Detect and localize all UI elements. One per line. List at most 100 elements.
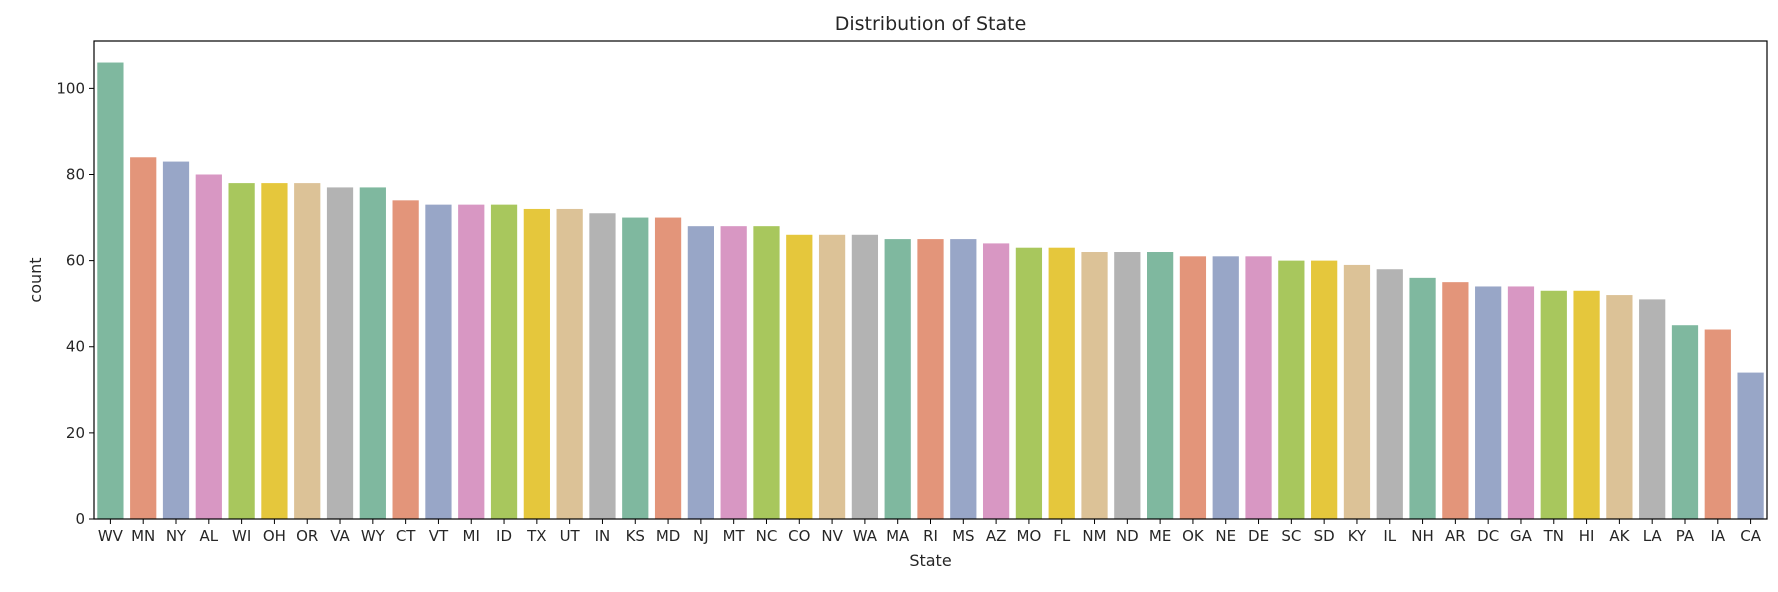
- bar-ri: [917, 239, 944, 519]
- x-tick-label: KS: [626, 527, 645, 545]
- x-tick-label: VA: [330, 527, 350, 545]
- bar-in: [589, 213, 616, 519]
- bar-me: [1147, 252, 1174, 519]
- x-axis-label: State: [909, 551, 951, 570]
- bar-mt: [720, 226, 747, 519]
- bars-group: [97, 62, 1764, 520]
- x-tick-label: AZ: [986, 527, 1007, 545]
- x-tick-label: OH: [263, 527, 286, 545]
- bar-id: [490, 204, 518, 519]
- bar-az: [982, 243, 1010, 519]
- x-tick-label: MD: [656, 527, 681, 545]
- x-tick-label: MN: [131, 527, 155, 545]
- y-tick-label: 80: [66, 165, 85, 183]
- x-tick-label: MS: [952, 527, 974, 545]
- bar-mo: [1015, 247, 1043, 519]
- bar-dc: [1475, 286, 1502, 519]
- bar-la: [1639, 299, 1666, 519]
- bar-de: [1245, 256, 1272, 519]
- y-tick-label: 0: [75, 510, 85, 528]
- x-tick-label: NY: [166, 527, 187, 545]
- x-tick-label: HI: [1579, 527, 1595, 545]
- x-axis: WV MN NY AL WI OH OR VA WY CT VT MI ID TX UT IN KS MD NJ MT…: [98, 519, 1762, 545]
- x-tick-label: DC: [1477, 527, 1499, 545]
- bar-nc: [753, 226, 780, 519]
- bar-mn: [130, 157, 157, 519]
- x-tick-label: IN: [595, 527, 611, 545]
- bar-ne: [1212, 256, 1239, 519]
- x-tick-label: CT: [396, 527, 416, 545]
- chart-title: Distribution of State: [835, 13, 1027, 35]
- bar-vt: [425, 204, 452, 519]
- x-tick-label: NE: [1215, 527, 1236, 545]
- bar-nh: [1409, 277, 1436, 519]
- x-tick-label: NV: [821, 527, 843, 545]
- bar-ar: [1442, 282, 1469, 519]
- y-tick-label: 40: [66, 338, 85, 356]
- x-tick-label: NC: [756, 527, 778, 545]
- bar-sc: [1278, 260, 1305, 519]
- bar-wv: [97, 62, 124, 520]
- bar-sd: [1311, 260, 1338, 519]
- bar-ok: [1179, 256, 1207, 519]
- x-tick-label: SD: [1314, 527, 1335, 545]
- bar-md: [654, 217, 682, 519]
- bar-ga: [1507, 286, 1535, 519]
- bar-ms: [950, 239, 977, 519]
- bar-wy: [359, 187, 386, 519]
- bar-nd: [1114, 252, 1141, 519]
- x-tick-label: DE: [1248, 527, 1269, 545]
- x-tick-label: IL: [1383, 527, 1396, 545]
- x-tick-label: AL: [200, 527, 219, 545]
- bar-wi: [228, 183, 255, 520]
- bar-va: [326, 187, 354, 519]
- x-tick-label: NJ: [693, 527, 709, 545]
- x-tick-label: WI: [232, 527, 251, 545]
- x-tick-label: MT: [723, 527, 746, 545]
- y-axis: 0 20 40 60 80 100: [56, 79, 94, 528]
- x-tick-label: ME: [1149, 527, 1171, 545]
- x-tick-label: ND: [1116, 527, 1139, 545]
- x-tick-label: UT: [560, 527, 581, 545]
- bar-nm: [1081, 252, 1108, 519]
- bar-pa: [1671, 325, 1699, 519]
- bar-il: [1376, 269, 1403, 519]
- x-tick-label: AR: [1445, 527, 1466, 545]
- bar-ak: [1606, 295, 1633, 519]
- bar-ky: [1343, 264, 1371, 519]
- x-tick-label: FL: [1053, 527, 1071, 545]
- x-tick-label: TN: [1543, 527, 1564, 545]
- bar-mi: [458, 204, 485, 519]
- bar-nj: [687, 226, 714, 519]
- bar-tx: [523, 208, 550, 519]
- bar-nv: [818, 234, 846, 519]
- x-tick-label: IA: [1710, 527, 1725, 545]
- x-tick-label: CO: [788, 527, 810, 545]
- x-tick-label: MI: [463, 527, 480, 545]
- x-tick-label: NH: [1411, 527, 1434, 545]
- x-tick-label: PA: [1676, 527, 1695, 545]
- x-tick-label: KY: [1348, 527, 1367, 545]
- x-tick-label: OK: [1182, 527, 1205, 545]
- bar-fl: [1048, 247, 1075, 519]
- x-tick-label: WA: [853, 527, 878, 545]
- bar-oh: [261, 183, 288, 520]
- bar-ia: [1704, 329, 1731, 519]
- y-tick-label: 60: [66, 252, 85, 270]
- x-tick-label: CA: [1740, 527, 1761, 545]
- bar-al: [195, 174, 222, 520]
- x-tick-label: OR: [296, 527, 318, 545]
- bar-tn: [1540, 290, 1567, 519]
- x-tick-label: ID: [496, 527, 512, 545]
- bar-ct: [392, 200, 419, 520]
- bar-ma: [884, 239, 911, 519]
- x-tick-label: VT: [429, 527, 449, 545]
- x-tick-label: MA: [886, 527, 910, 545]
- x-tick-label: WV: [98, 527, 124, 545]
- bar-hi: [1573, 290, 1600, 519]
- bar-co: [786, 234, 813, 519]
- y-tick-label: 20: [66, 424, 85, 442]
- x-tick-label: MO: [1017, 527, 1042, 545]
- bar-ut: [556, 208, 583, 519]
